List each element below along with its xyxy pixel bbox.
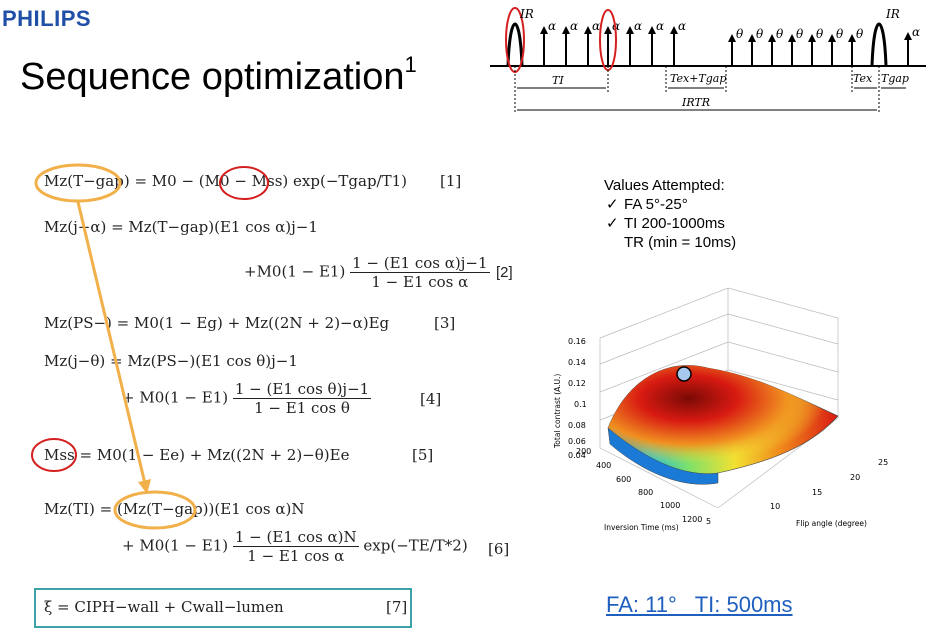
svg-text:0.12: 0.12 — [568, 379, 586, 388]
equation-1: Mz(T−gap) = M0 − (M0 − Mss) exp(−Tgap/T1… — [44, 172, 408, 190]
ir-pulse-left — [506, 22, 524, 67]
svg-text:200: 200 — [576, 447, 591, 456]
equation-6a: Mz(TI) = (Mz(T−gap))(E1 cos α)N — [44, 500, 305, 518]
equation-4a: Mz(j−θ) = Mz(PS−)(E1 cos θ)j−1 — [44, 352, 298, 370]
contrast-surface-plot: 0.16 0.14 0.12 0.1 0.08 0.06 0.04 200 40… — [553, 287, 888, 532]
svg-text:10: 10 — [770, 502, 780, 511]
svg-text:0.1: 0.1 — [574, 400, 587, 409]
svg-text:0.16: 0.16 — [568, 337, 586, 346]
equation-1-number: [1] — [440, 172, 462, 190]
equation-7-number: [7] — [386, 598, 408, 616]
svg-text:θ: θ — [796, 27, 804, 41]
svg-text:0.06: 0.06 — [568, 437, 586, 446]
svg-text:1000: 1000 — [660, 501, 680, 510]
equation-2b: +M0(1 − E1) 1 − (E1 cos α)j−1 1 − E1 cos … — [244, 254, 490, 291]
svg-text:θ: θ — [736, 27, 744, 41]
svg-text:1200: 1200 — [682, 515, 702, 524]
check-icon: ✓ — [606, 196, 619, 213]
svg-text:20: 20 — [850, 473, 860, 482]
ir-label-left: IR — [519, 7, 534, 21]
svg-text:15: 15 — [812, 488, 822, 497]
svg-text:θ: θ — [816, 27, 824, 41]
equation-6b: + M0(1 − E1) 1 − (E1 cos α)N 1 − E1 cos α… — [122, 528, 468, 565]
surface-front — [607, 427, 719, 485]
svg-text:α: α — [678, 19, 686, 33]
svg-text:θ: θ — [836, 27, 844, 41]
alpha-pulses — [543, 32, 675, 66]
svg-text:α: α — [912, 25, 920, 39]
equation-5-number: [5] — [412, 446, 434, 464]
equation-2-number: [2] — [496, 264, 513, 281]
equation-3-number: [3] — [434, 314, 456, 332]
irtr-label: IRTR — [681, 96, 710, 109]
tex-tgap-label: Tex+Tgap — [670, 72, 726, 85]
svg-text:α: α — [570, 19, 578, 33]
svg-text:α: α — [548, 19, 556, 33]
philips-logo: PHILIPS — [2, 6, 92, 31]
x-axis-label: Inversion Time (ms) — [604, 523, 679, 532]
equation-7: ξ = CIPH−wall + Cwall−lumen — [44, 598, 284, 616]
slide-title: Sequence optimization1 — [20, 52, 417, 98]
equation-4b: + M0(1 − E1) 1 − (E1 cos θ)j−1 1 − E1 cos… — [122, 380, 372, 417]
ir-pulse-right — [870, 22, 888, 67]
check-icon: ✓ — [606, 215, 619, 232]
svg-text:25: 25 — [878, 458, 888, 467]
svg-text:α: α — [592, 19, 600, 33]
equation-7-box — [34, 588, 412, 628]
svg-text:θ: θ — [756, 27, 764, 41]
ir-label-right: IR — [885, 7, 900, 21]
svg-text:400: 400 — [596, 461, 611, 470]
svg-text:α: α — [634, 19, 642, 33]
values-attempted: Values Attempted: ✓ FA 5°-25° ✓ TI 200-100… — [604, 177, 737, 251]
optimum-marker — [676, 366, 692, 382]
svg-text:α: α — [656, 19, 664, 33]
svg-text:θ: θ — [776, 27, 784, 41]
svg-text:0.04: 0.04 — [568, 451, 586, 460]
equation-6-number: [6] — [488, 540, 510, 558]
svg-text:800: 800 — [638, 488, 653, 497]
equation-3: Mz(PS−) = M0(1 − Eg) + Mz((2N + 2)−α)Eg — [44, 314, 390, 332]
ti-label: TI — [552, 74, 564, 87]
y-axis-label: Flip angle (degree) — [796, 519, 867, 528]
equation-highlights — [31, 163, 269, 530]
svg-text:0.14: 0.14 — [568, 358, 586, 367]
z-axis-label: Total contrast (A.U.) — [553, 374, 562, 449]
svg-text:θ: θ — [856, 27, 864, 41]
equation-2a: Mz(j−α) = Mz(T−gap)(E1 cos α)j−1 — [44, 218, 318, 236]
tgap-label: Tgap — [881, 72, 909, 85]
tex-label: Tex — [853, 72, 873, 85]
svg-text:0.08: 0.08 — [568, 421, 586, 430]
result-caption: FA: 11° TI: 500ms — [606, 592, 793, 617]
equation-4-number: [4] — [420, 390, 442, 408]
equation-5: Mss = M0(1 − Ee) + Mz((2N + 2)−θ)Ee — [44, 446, 350, 464]
svg-text:5: 5 — [706, 517, 711, 526]
svg-text:600: 600 — [616, 475, 631, 484]
